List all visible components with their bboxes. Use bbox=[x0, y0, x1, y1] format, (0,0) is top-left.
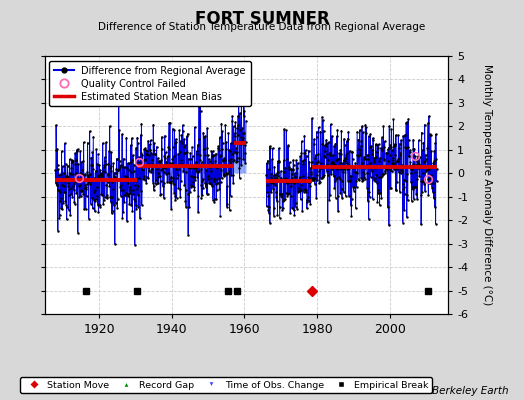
Legend: Station Move, Record Gap, Time of Obs. Change, Empirical Break: Station Move, Record Gap, Time of Obs. C… bbox=[20, 377, 432, 393]
Text: Berkeley Earth: Berkeley Earth bbox=[432, 386, 508, 396]
Text: FORT SUMNER: FORT SUMNER bbox=[194, 10, 330, 28]
Text: Difference of Station Temperature Data from Regional Average: Difference of Station Temperature Data f… bbox=[99, 22, 425, 32]
Legend: Difference from Regional Average, Quality Control Failed, Estimated Station Mean: Difference from Regional Average, Qualit… bbox=[49, 61, 251, 106]
Y-axis label: Monthly Temperature Anomaly Difference (°C): Monthly Temperature Anomaly Difference (… bbox=[482, 64, 492, 306]
